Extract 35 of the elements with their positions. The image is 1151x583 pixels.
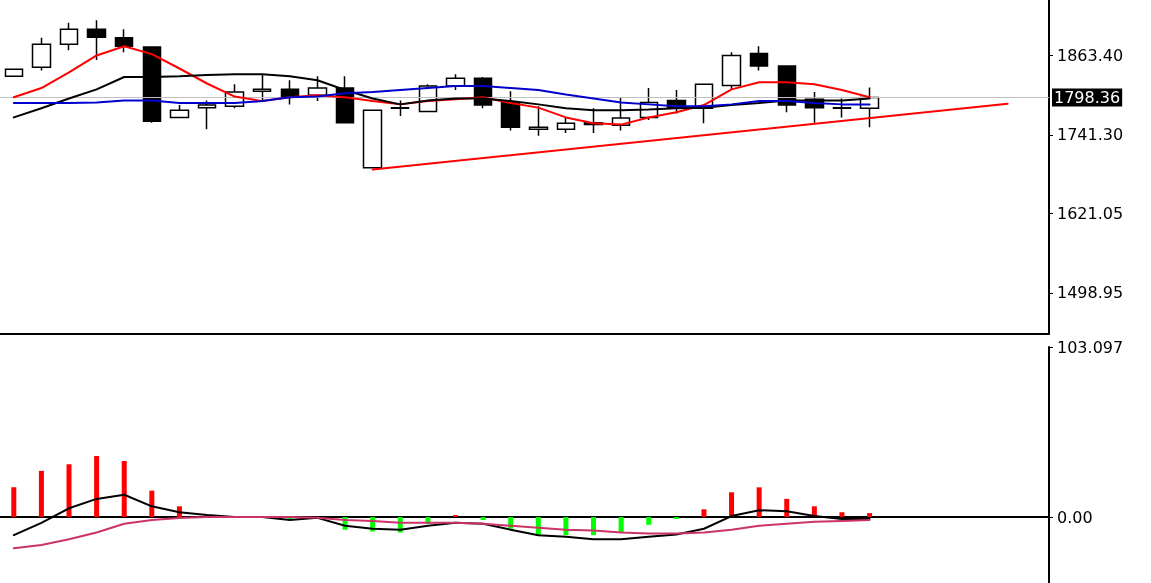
candlestick [86,19,107,61]
bar [867,513,873,518]
bar [121,460,127,518]
bar [839,512,845,518]
y-tick-label: 1863.40 [1057,45,1124,65]
y-tick-label: 1741.30 [1057,125,1124,145]
candlestick [749,45,769,72]
candlestick [556,117,576,134]
bar [646,517,652,525]
candlestick [362,109,383,169]
bar [701,509,707,518]
bar [94,456,100,518]
candlestick [169,104,190,119]
bar [149,490,155,518]
candlestick [31,37,52,72]
candlestick [4,68,24,78]
line-series [12,516,871,550]
line-series [12,85,871,108]
y-tick-label: 1498.95 [1057,283,1124,303]
bar [66,464,72,518]
ref-line-label: 1798.36 [1054,88,1121,108]
bar [618,517,624,533]
bar [38,470,44,518]
candlestick [197,99,217,130]
candlestick [114,28,134,53]
bar [480,517,486,520]
bar [756,487,762,518]
y-tick-label: 103.097 [1057,337,1124,357]
line-series [12,45,871,126]
candlestick [59,22,79,51]
bar [11,487,17,518]
bar [729,492,735,518]
y-tick-label: 1621.05 [1057,203,1124,223]
candlestick [721,51,742,91]
y-tick-label: 0.00 [1057,507,1093,527]
